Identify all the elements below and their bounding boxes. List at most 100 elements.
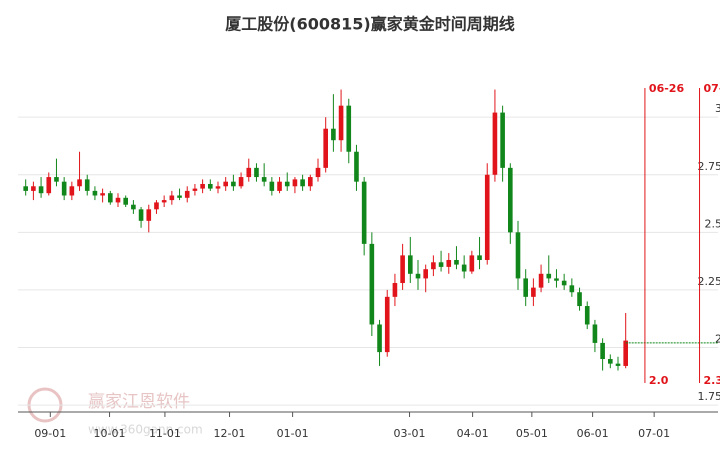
candle-body <box>184 190 190 198</box>
candle-body <box>69 186 75 196</box>
x-tick-label: 09-01 <box>34 427 66 440</box>
candle-body <box>600 342 605 360</box>
candle-body <box>23 186 28 191</box>
candle-body <box>254 167 259 178</box>
candle-body <box>215 186 221 189</box>
candle-body <box>415 273 421 279</box>
candle-body <box>623 340 628 366</box>
candle-body <box>523 278 528 297</box>
x-tick-label: 03-01 <box>394 427 426 440</box>
candle-body <box>431 262 436 270</box>
candle-body <box>115 197 121 203</box>
candle-body <box>515 232 521 279</box>
candle-body <box>400 255 405 284</box>
candle-body <box>46 177 52 194</box>
candle-body <box>246 167 252 178</box>
candle-body <box>469 255 475 272</box>
candle-body <box>146 209 152 221</box>
candle-body <box>446 259 452 267</box>
candle-body <box>169 195 175 201</box>
candle-body <box>269 181 275 191</box>
candle-body <box>277 181 282 191</box>
plot: 1.75 2 2.25 2.5 2.75 3 09-01 10-01 11-01 12-01 01-… <box>18 82 726 440</box>
candle-body <box>592 324 598 343</box>
watermark-url: www.360gann.com <box>88 423 203 437</box>
candle-body <box>508 167 513 233</box>
candle-body <box>161 200 167 203</box>
y-tick-label: 2.25 <box>698 275 723 288</box>
candle-body <box>438 262 444 267</box>
candle-body <box>192 188 198 191</box>
candle-body <box>84 179 90 191</box>
candle-body <box>92 190 98 196</box>
cycle-price: 2.38 <box>704 374 726 387</box>
candle-body <box>454 259 459 265</box>
x-tick-label: 06-01 <box>577 427 609 440</box>
candle-body <box>354 151 359 182</box>
x-tick-label: 04-01 <box>457 427 489 440</box>
cycle-date: 07-16 <box>704 82 726 95</box>
y-tick-label: 3 <box>715 102 722 115</box>
x-tick-label: 11-01 <box>149 427 181 440</box>
candle-body <box>492 112 498 175</box>
y-tick-label: 2.75 <box>698 160 723 173</box>
candle-body <box>484 174 490 260</box>
candle-body <box>561 280 567 286</box>
candle-body <box>208 183 213 189</box>
candle-body <box>477 255 482 260</box>
y-tick-label: 2 <box>715 333 722 346</box>
y-tick-label: 2.5 <box>705 217 723 230</box>
candle-body <box>200 183 205 189</box>
candle-body <box>331 128 336 141</box>
candle-body <box>384 296 390 353</box>
candle-body <box>300 179 305 187</box>
chart-title: 厦工股份(600815)赢家黄金时间周期线 <box>225 15 514 34</box>
candle-body <box>392 283 398 297</box>
candle-body <box>423 269 428 279</box>
candle-body <box>154 202 159 210</box>
candle-body <box>461 264 467 272</box>
candle-body <box>338 105 344 141</box>
candle-body <box>346 105 352 152</box>
candle-body <box>123 197 128 205</box>
candle-body <box>531 287 536 297</box>
candle-body <box>500 112 505 168</box>
candle-body <box>569 285 575 293</box>
x-tick-label: 07-01 <box>638 427 670 440</box>
candle-body <box>131 204 136 210</box>
candle-body <box>177 195 182 198</box>
candle-body <box>577 292 582 307</box>
candle-body <box>231 181 236 187</box>
y-tick-label: 1.75 <box>698 390 723 403</box>
cycle-price: 2.0 <box>649 374 669 387</box>
candle-body <box>100 193 105 196</box>
candle-body <box>38 186 44 194</box>
candle-body <box>308 177 313 187</box>
candle-body <box>108 193 113 203</box>
candle-body <box>284 181 290 187</box>
candle-body <box>538 273 544 288</box>
candle-body <box>315 167 321 178</box>
x-tick-label: 01-01 <box>277 427 309 440</box>
candle-body <box>615 363 621 366</box>
candle-body <box>261 177 267 182</box>
candle-body <box>31 186 36 191</box>
candle-body <box>377 324 382 353</box>
candle-body <box>554 278 559 281</box>
x-tick-label: 05-01 <box>516 427 548 440</box>
candle-body <box>77 179 82 187</box>
candle-body <box>323 128 328 168</box>
candle-body <box>608 359 613 364</box>
candle-body <box>546 273 552 279</box>
candle-body <box>61 181 67 196</box>
candle-body <box>238 177 244 187</box>
candle-body <box>361 181 367 244</box>
candle-body <box>223 181 228 187</box>
candle-body <box>292 179 298 187</box>
candle-body <box>584 306 590 325</box>
watermark: 赢家江恩软件 <box>88 392 190 412</box>
candle-body <box>138 209 144 221</box>
candle-body <box>369 243 375 325</box>
cycle-date: 06-26 <box>649 82 685 95</box>
